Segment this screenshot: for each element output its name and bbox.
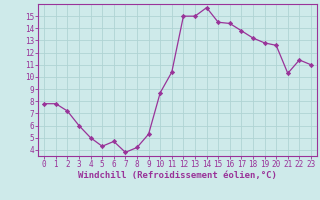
X-axis label: Windchill (Refroidissement éolien,°C): Windchill (Refroidissement éolien,°C): [78, 171, 277, 180]
